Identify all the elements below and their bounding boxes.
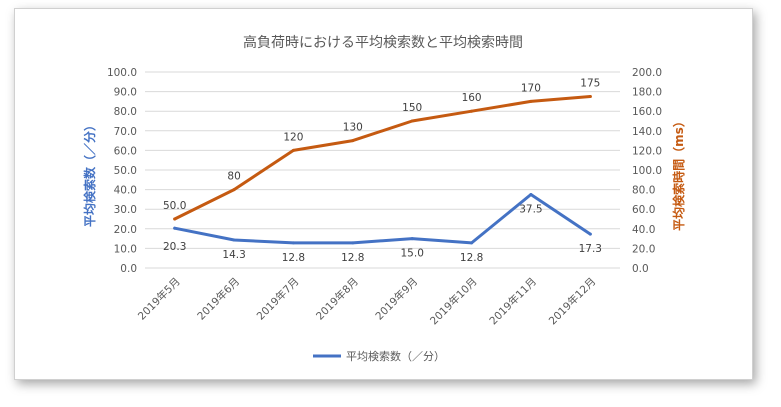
data-point <box>588 95 592 98</box>
x-tick-label: 2019年5月 <box>135 275 183 323</box>
left-tick-label: 90.0 <box>114 87 137 99</box>
x-axis-ticks: 2019年5月 2019年6月 2019年7月 2019年8月 2019年9月 2019年… <box>135 275 598 327</box>
series-line-search-count <box>173 193 592 245</box>
data-point <box>588 232 592 236</box>
data-label: 170 <box>521 82 541 94</box>
left-tick-label: 80.0 <box>114 106 137 118</box>
data-point <box>291 241 295 245</box>
left-tick-label: 40.0 <box>114 185 137 197</box>
data-label: 80 <box>227 171 240 183</box>
right-tick-label: 100.0 <box>632 165 662 177</box>
data-label: 175 <box>580 78 600 90</box>
data-point <box>232 188 236 192</box>
data-label: 14.3 <box>222 249 245 261</box>
right-tick-label: 80.0 <box>632 185 655 197</box>
left-tick-label: 100.0 <box>107 67 137 79</box>
left-tick-label: 50.0 <box>114 165 137 177</box>
data-point <box>410 119 414 123</box>
right-tick-label: 40.0 <box>632 224 655 236</box>
left-tick-label: 30.0 <box>114 204 137 216</box>
left-tick-label: 70.0 <box>114 126 137 138</box>
data-point <box>529 193 533 196</box>
data-point <box>351 139 355 143</box>
right-tick-label: 140.0 <box>632 126 662 138</box>
right-tick-label: 20.0 <box>632 243 655 255</box>
data-label: 130 <box>343 122 363 134</box>
left-tick-label: 10.0 <box>114 243 137 255</box>
right-tick-label: 120.0 <box>632 145 662 157</box>
data-point <box>470 109 474 113</box>
right-axis-ticks: 0.0 20.0 40.0 60.0 80.0 100.0 120.0 140.0 160.0 1… <box>632 67 662 275</box>
data-point <box>291 148 295 152</box>
data-point <box>410 237 414 241</box>
x-tick-label: 2019年8月 <box>313 275 361 323</box>
data-label: 160 <box>462 92 482 104</box>
right-tick-label: 200.0 <box>632 67 662 79</box>
chart-title: 高負荷時における平均検索数と平均検索時間 <box>243 34 523 51</box>
legend-label: 平均検索数（／分） <box>346 349 445 363</box>
data-point <box>529 99 533 103</box>
series-line-search-time <box>173 95 592 221</box>
data-label: 37.5 <box>519 204 542 216</box>
x-tick-label: 2019年6月 <box>195 275 243 323</box>
right-axis-title: 平均検索時間（ms） <box>671 115 686 231</box>
data-label: 20.3 <box>163 241 186 253</box>
chart-frame: 高負荷時における平均検索数と平均検索時間 0.0 10.0 20.0 30.0 40.0… <box>14 8 753 380</box>
data-label: 150 <box>402 102 422 114</box>
left-tick-label: 60.0 <box>114 145 137 157</box>
data-label: 12.8 <box>460 252 483 264</box>
left-axis-ticks: 0.0 10.0 20.0 30.0 40.0 50.0 60.0 70.0 80.0 90.0 1… <box>107 67 137 275</box>
right-tick-label: 0.0 <box>632 263 649 275</box>
right-tick-label: 160.0 <box>632 106 662 118</box>
data-label: 15.0 <box>401 248 424 260</box>
right-tick-label: 60.0 <box>632 204 655 216</box>
x-tick-label: 2019年9月 <box>373 275 421 323</box>
data-point <box>173 217 177 221</box>
gridlines <box>145 71 620 269</box>
data-point <box>173 226 177 230</box>
series-group: 50.0 80 120 130 150 160 170 175 20.3 14.3 12.8 12.8… <box>163 78 602 264</box>
data-point <box>232 238 236 242</box>
left-tick-label: 20.0 <box>114 224 137 236</box>
data-label: 12.8 <box>282 252 305 264</box>
right-tick-label: 180.0 <box>632 87 662 99</box>
data-label: 50.0 <box>163 200 186 212</box>
legend: 平均検索数（／分） <box>313 349 445 363</box>
x-tick-label: 2019年11月 <box>487 275 539 327</box>
data-label: 120 <box>283 131 303 143</box>
data-point <box>351 241 355 245</box>
x-tick-label: 2019年12月 <box>546 275 598 327</box>
x-tick-label: 2019年10月 <box>427 275 479 327</box>
line-chart: 高負荷時における平均検索数と平均検索時間 0.0 10.0 20.0 30.0 40.0… <box>82 34 686 363</box>
left-tick-label: 0.0 <box>120 263 137 275</box>
left-axis-title: 平均検索数（／分） <box>82 119 97 227</box>
data-point <box>470 241 474 245</box>
data-label: 12.8 <box>341 252 364 264</box>
x-tick-label: 2019年7月 <box>254 275 302 323</box>
data-label: 17.3 <box>579 243 602 255</box>
